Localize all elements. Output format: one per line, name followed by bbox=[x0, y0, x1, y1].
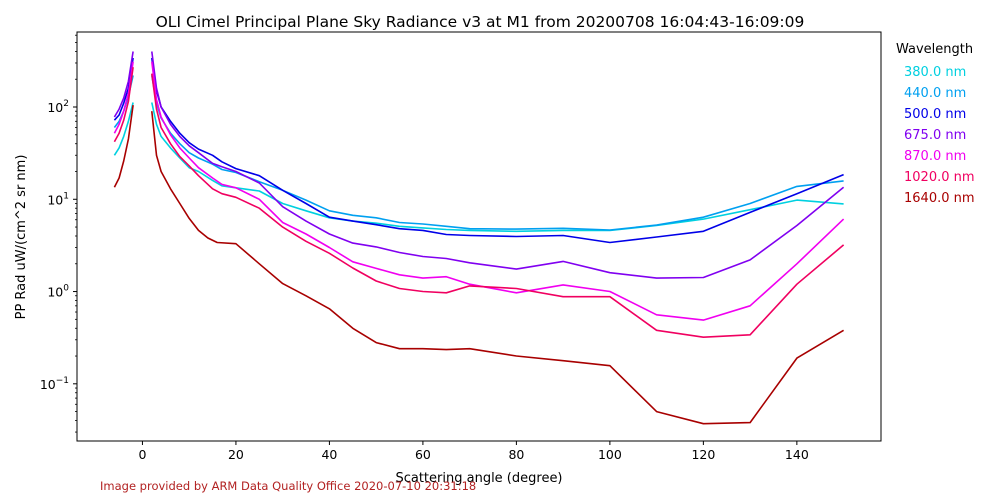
plot-frame bbox=[76, 31, 882, 442]
x-tick-label: 80 bbox=[508, 447, 524, 462]
footer-credit: Image provided by ARM Data Quality Offic… bbox=[100, 479, 476, 493]
legend-entry: 1640.0 nm bbox=[904, 191, 975, 206]
series-line-1-segment-1 bbox=[151, 75, 844, 231]
y-tick-label: 101 bbox=[47, 191, 69, 207]
legend-entry: 500.0 nm bbox=[904, 107, 966, 122]
y-axis-label: PP Rad uW/(cm^2 sr nm) bbox=[14, 155, 29, 320]
legend-entry: 380.0 nm bbox=[904, 65, 966, 80]
y-tick-label: 102 bbox=[47, 99, 69, 115]
series-line-4-segment-1 bbox=[151, 61, 845, 321]
y-axis: 10−1 100 101 102 bbox=[40, 34, 77, 433]
legend-entry: 675.0 nm bbox=[904, 128, 966, 143]
series-line-5-segment-0 bbox=[113, 67, 134, 143]
series-line-0-segment-1 bbox=[151, 102, 844, 233]
x-axis-label: Scattering angle (degree) bbox=[395, 471, 562, 486]
series-line-3-segment-0 bbox=[113, 51, 134, 118]
series-line-2-segment-1 bbox=[151, 57, 844, 244]
series-line-6-segment-0 bbox=[113, 104, 134, 188]
y-tick-label: 10−1 bbox=[40, 376, 69, 392]
legend-entry: 870.0 nm bbox=[904, 149, 966, 164]
legend: Wavelength 380.0 nm 440.0 nm 500.0 nm 675.0… bbox=[896, 42, 975, 206]
legend-entry: 440.0 nm bbox=[904, 86, 966, 101]
chart-title: OLI Cimel Principal Plane Sky Radiance v… bbox=[156, 13, 805, 31]
series-line-3-segment-1 bbox=[151, 51, 845, 279]
x-tick-label: 100 bbox=[598, 447, 622, 462]
series-line-4-segment-0 bbox=[113, 61, 134, 134]
x-tick-label: 60 bbox=[415, 447, 431, 462]
x-tick-label: 140 bbox=[785, 447, 809, 462]
x-tick-label: 120 bbox=[691, 447, 715, 462]
series-lines bbox=[113, 51, 845, 425]
x-tick-label: 40 bbox=[321, 447, 337, 462]
series-line-0-segment-0 bbox=[113, 102, 134, 156]
series-line-5-segment-1 bbox=[151, 73, 845, 339]
x-tick-label: 20 bbox=[228, 447, 244, 462]
series-line-6-segment-1 bbox=[151, 111, 845, 425]
x-axis: 0 20 40 60 80 100 120 140 bbox=[138, 441, 809, 462]
x-tick-label: 0 bbox=[138, 447, 146, 462]
legend-title: Wavelength bbox=[896, 42, 973, 57]
legend-entry: 1020.0 nm bbox=[904, 170, 975, 185]
y-tick-label: 100 bbox=[47, 284, 69, 300]
